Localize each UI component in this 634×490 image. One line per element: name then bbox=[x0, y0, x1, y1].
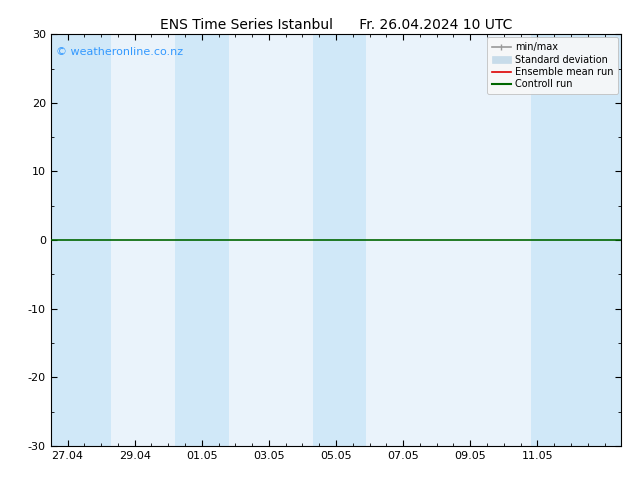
Text: © weatheronline.co.nz: © weatheronline.co.nz bbox=[56, 47, 184, 57]
Legend: min/max, Standard deviation, Ensemble mean run, Controll run: min/max, Standard deviation, Ensemble me… bbox=[487, 37, 618, 94]
Bar bbox=[175, 34, 229, 446]
Bar bbox=[531, 34, 621, 446]
Bar bbox=[313, 34, 366, 446]
Title: ENS Time Series Istanbul      Fr. 26.04.2024 10 UTC: ENS Time Series Istanbul Fr. 26.04.2024 … bbox=[160, 18, 512, 32]
Bar bbox=[51, 34, 111, 446]
